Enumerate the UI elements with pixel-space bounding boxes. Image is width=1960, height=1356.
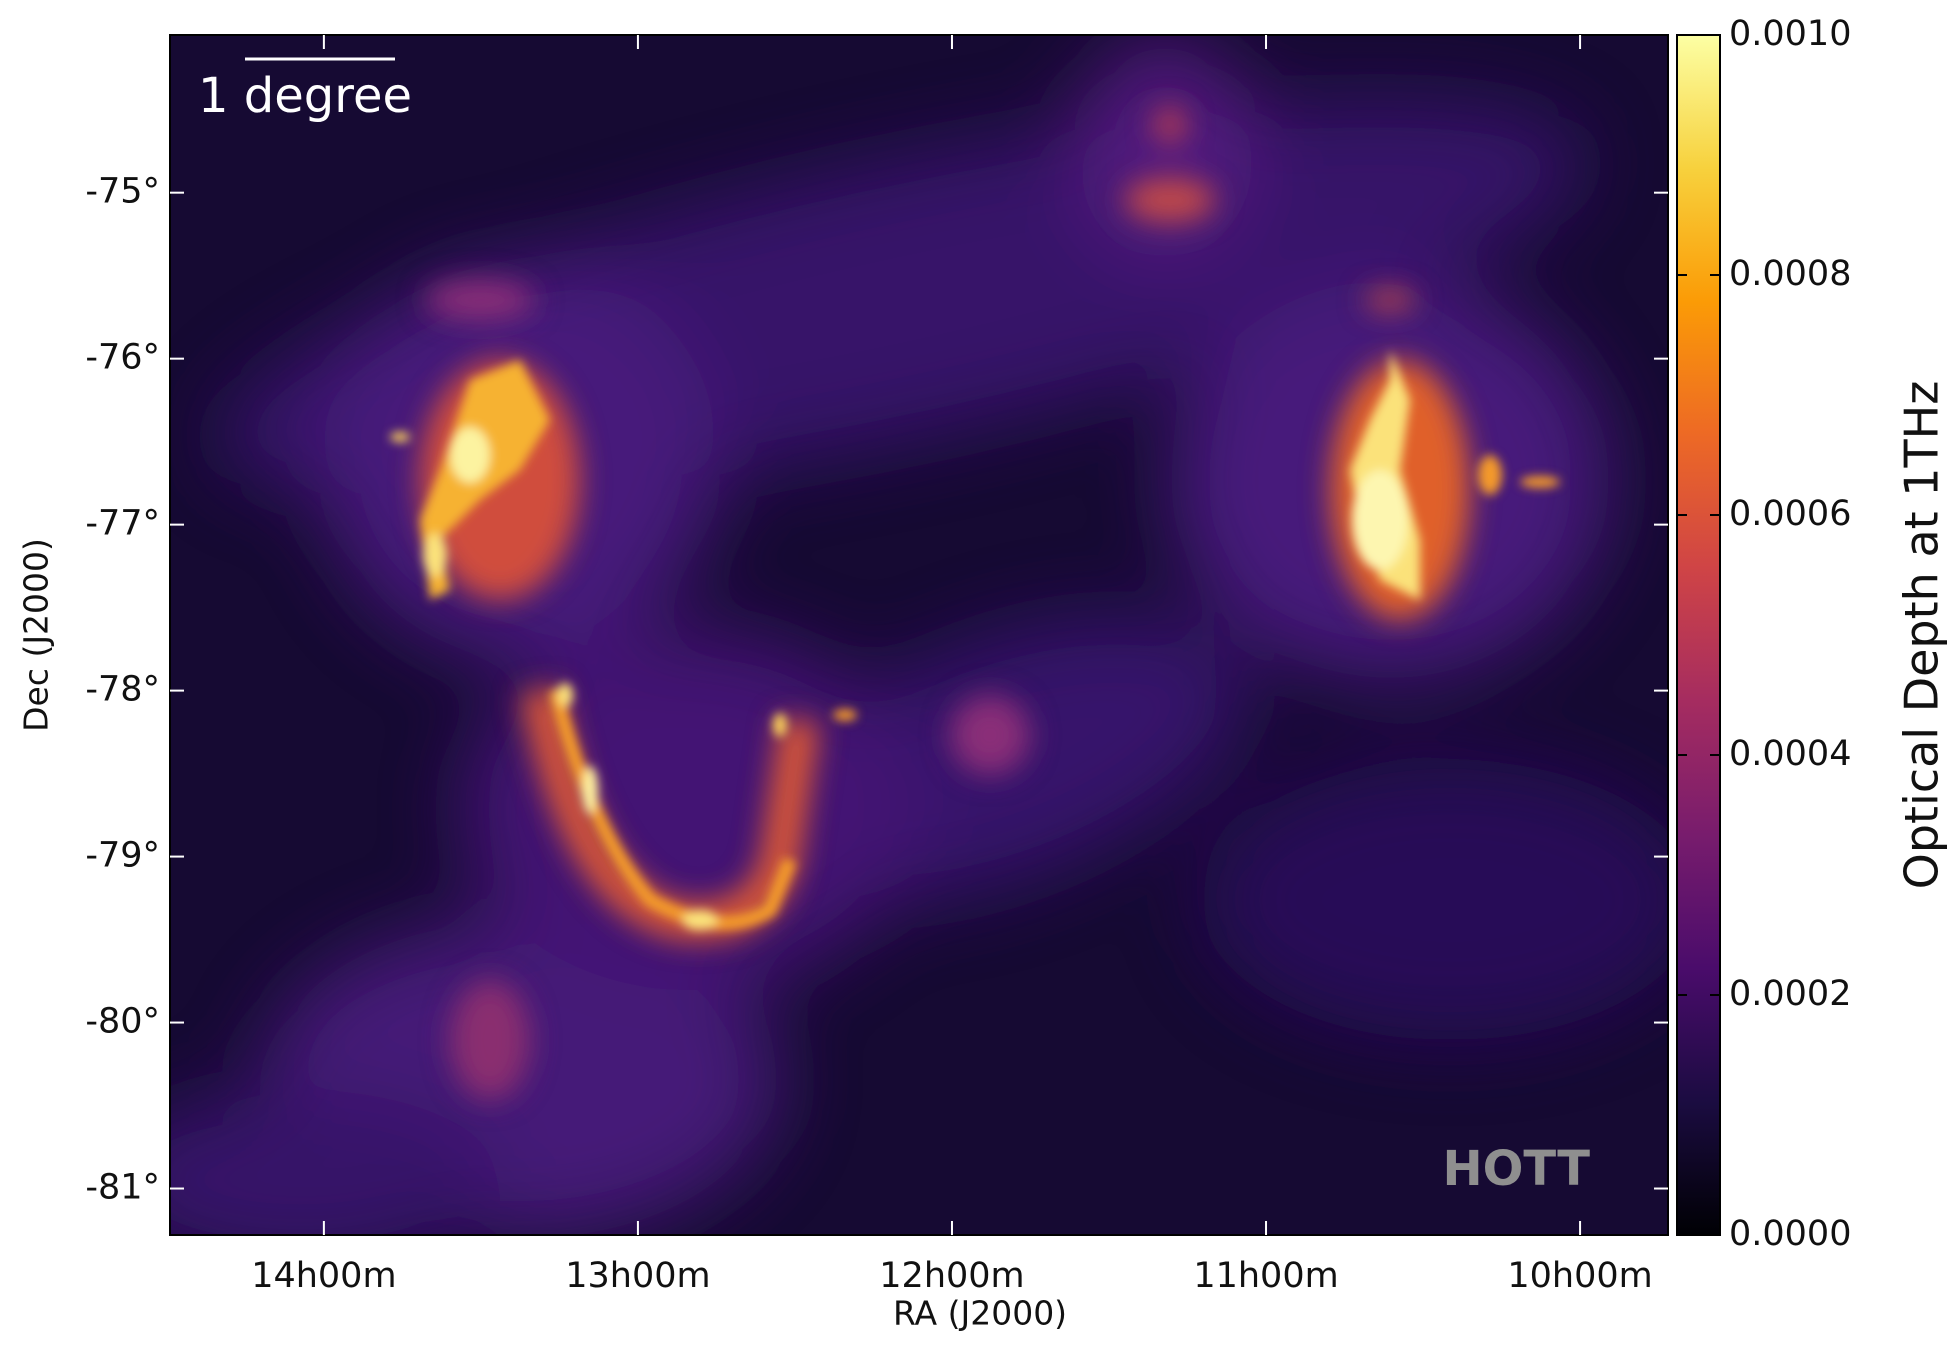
y-axis-label: Dec (J2000) [17,538,56,732]
x-tick-label: 12h00m [879,1256,1024,1296]
colorbar-tick-label: 0.0004 [1729,734,1851,774]
y-tick-label: -79° [85,836,160,876]
colorbar-label: Optical Depth at 1THz [1895,381,1949,890]
y-tick-label: -81° [85,1168,160,1208]
scale-bar-label: 1 degree [198,68,412,124]
x-tick-label: 10h00m [1507,1256,1652,1296]
colorbar-tick-label: 0.0002 [1729,974,1851,1014]
x-tick-label: 11h00m [1193,1256,1338,1296]
y-tick-label: -76° [85,338,160,378]
x-axis-label: RA (J2000) [893,1294,1067,1333]
y-tick-label: -80° [85,1002,160,1042]
y-tick-label: -77° [85,504,160,544]
colorbar-tick-label: 0.0006 [1729,494,1851,534]
y-tick-label: -75° [85,172,160,212]
x-tick-label: 13h00m [565,1256,710,1296]
y-tick-label: -78° [85,670,160,710]
x-tick-label: 14h00m [251,1256,396,1296]
watermark: HOTT [1442,1141,1590,1197]
colorbar-tick-label: 0.0000 [1729,1214,1851,1254]
plot-frame [169,34,1669,1236]
sky-image [170,35,1668,1235]
colorbar-tick-label: 0.0010 [1729,14,1851,54]
colorbar [1676,34,1721,1236]
colorbar-tick-label: 0.0008 [1729,254,1851,294]
